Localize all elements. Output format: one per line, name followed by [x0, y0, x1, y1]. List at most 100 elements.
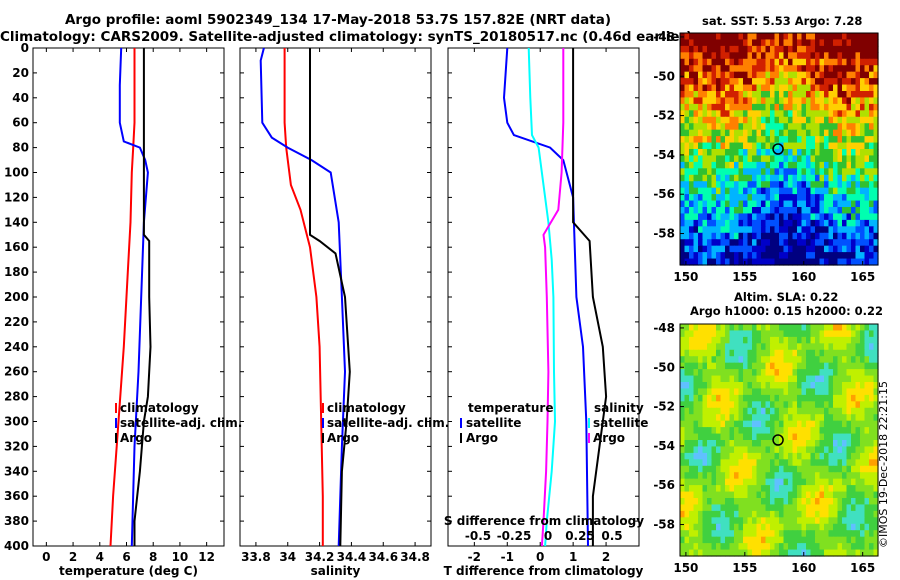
map-frame — [679, 32, 879, 266]
map-sst_map — [680, 33, 879, 266]
x2tick-label: 0.25 — [565, 529, 595, 543]
legend-entry: Argo — [120, 431, 152, 445]
map-sla_map — [680, 324, 879, 557]
xtick-label: -1 — [501, 550, 514, 564]
xtick-label: 1 — [569, 550, 577, 564]
ytick-label: 40 — [12, 91, 29, 105]
xtick-label: 6 — [122, 550, 130, 564]
ytick-label: 80 — [12, 141, 29, 155]
xtick-label: 34.8 — [400, 550, 430, 564]
sla-map-title: Altim. SLA: 0.22 — [734, 290, 839, 304]
ytick-label: 300 — [4, 415, 29, 429]
ytick-label: 180 — [4, 265, 29, 279]
xtick-label: 2 — [69, 550, 77, 564]
ytick-label: 360 — [4, 489, 29, 503]
ytick-label: 340 — [4, 464, 29, 478]
legend-title: salinity — [594, 401, 644, 415]
ytick-label: 200 — [4, 290, 29, 304]
xtick-label: 4 — [96, 550, 104, 564]
chart-title-line2: Climatology: CARS2009. Satellite-adjuste… — [0, 29, 693, 45]
xaxis-label: T difference from climatology — [444, 564, 644, 578]
map-ytick-label: -58 — [653, 518, 675, 532]
xaxis-label: temperature (deg C) — [59, 564, 198, 578]
map-ytick-label: -50 — [653, 69, 675, 83]
ytick-label: 120 — [4, 190, 29, 204]
map-ytick-label: -58 — [653, 227, 675, 241]
argo-location-marker — [772, 434, 784, 446]
x2axis-label: S difference from climatology — [444, 514, 644, 528]
legend-entry: climatology — [120, 401, 199, 415]
series-line-satellite-adj.-clim. — [259, 47, 347, 547]
map-frame — [679, 323, 879, 557]
ytick-label: 260 — [4, 365, 29, 379]
series-line-Argo — [133, 48, 152, 546]
sst-map-title: sat. SST: 5.53 Argo: 7.28 — [702, 14, 863, 28]
xtick-label: 34 — [279, 550, 296, 564]
series-line-climatology — [109, 48, 136, 547]
ytick-label: 280 — [4, 390, 29, 404]
legend-entry: satellite-adj. clim. — [327, 416, 449, 430]
ytick-label: 20 — [12, 66, 29, 80]
legend-entry: satellite — [593, 416, 648, 430]
map-ytick-label: -52 — [653, 400, 675, 414]
xtick-label: 34.4 — [337, 550, 367, 564]
xtick-label: 0 — [42, 550, 50, 564]
panel-salinity-frame — [239, 47, 432, 547]
xaxis-label: salinity — [311, 564, 361, 578]
map-xtick-label: 165 — [850, 561, 875, 575]
legend-entry: satellite-adj. clim. — [120, 416, 242, 430]
legend-entry: Argo — [327, 431, 359, 445]
series-line-climatology — [283, 48, 324, 546]
ytick-label: 60 — [12, 116, 29, 130]
series-line-S-satellite — [527, 47, 557, 547]
panel-differences-frame — [447, 47, 640, 547]
xtick-label: 34.2 — [305, 550, 335, 564]
sla-map-subtitle: Argo h1000: 0.15 h2000: 0.22 — [690, 304, 884, 318]
map-xtick-label: 150 — [673, 270, 698, 284]
xtick-label: 34.6 — [368, 550, 398, 564]
ytick-label: 320 — [4, 439, 29, 453]
ytick-label: 140 — [4, 215, 29, 229]
series-line-T-Argo — [572, 48, 608, 546]
map-xtick-label: 155 — [732, 561, 757, 575]
chart-title-line1: Argo profile: aoml 5902349_134 17-May-20… — [64, 12, 611, 28]
series-line-S-Argo — [540, 48, 565, 547]
ytick-label: 400 — [4, 539, 29, 553]
ytick-label: 220 — [4, 315, 29, 329]
map-ytick-label: -52 — [653, 109, 675, 123]
xtick-label: -2 — [468, 550, 481, 564]
map-ytick-label: -56 — [653, 187, 675, 201]
xtick-label: 8 — [149, 550, 157, 564]
legend-entry: satellite — [466, 416, 521, 430]
x2tick-label: 0 — [544, 529, 552, 543]
panel-temperature-frame — [32, 47, 225, 547]
ytick-label: 0 — [21, 41, 29, 55]
map-ytick-label: -48 — [653, 30, 675, 44]
map-ytick-label: -54 — [653, 439, 675, 453]
series-line-Argo — [309, 48, 351, 547]
map-ytick-label: -56 — [653, 478, 675, 492]
xtick-label: 10 — [172, 550, 189, 564]
argo-location-marker — [772, 143, 784, 155]
map-xtick-label: 155 — [732, 270, 757, 284]
ytick-label: 240 — [4, 340, 29, 354]
x2tick-label: -0.25 — [497, 529, 532, 543]
map-xtick-label: 165 — [850, 270, 875, 284]
legend-entry: climatology — [327, 401, 406, 415]
map-ytick-label: -48 — [653, 321, 675, 335]
map-ytick-label: -54 — [653, 148, 675, 162]
xtick-label: 12 — [198, 550, 215, 564]
map-xtick-label: 160 — [791, 270, 816, 284]
legend-entry: Argo — [466, 431, 498, 445]
map-xtick-label: 150 — [673, 561, 698, 575]
legend-title: temperature — [468, 401, 553, 415]
ytick-label: 380 — [4, 514, 29, 528]
xtick-label: 0 — [536, 550, 544, 564]
xtick-label: 33.8 — [241, 550, 271, 564]
xtick-label: 2 — [602, 550, 610, 564]
series-line-T-satellite — [502, 47, 589, 547]
x2tick-label: -0.5 — [465, 529, 491, 543]
map-ytick-label: -50 — [653, 360, 675, 374]
series-line-satellite-adj.-clim. — [118, 47, 149, 547]
